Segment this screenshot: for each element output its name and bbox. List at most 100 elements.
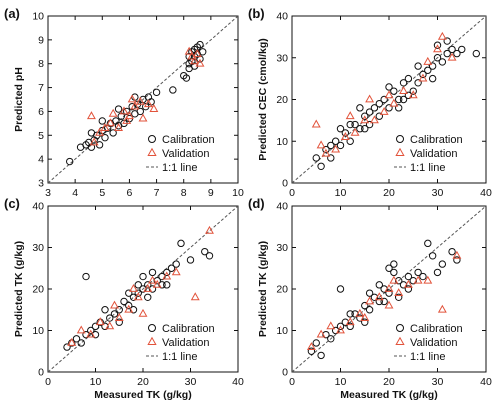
calibration-point — [87, 129, 96, 137]
validation-point — [95, 317, 105, 326]
validation-point — [316, 140, 326, 149]
validation-point — [389, 98, 399, 107]
legend-line-label: 1:1 line — [410, 162, 445, 174]
calibration-point — [375, 112, 383, 120]
legend-line-label: 1:1 line — [162, 162, 197, 174]
x-tick-label: 9 — [208, 187, 214, 199]
y-tick-label: 0 — [282, 367, 288, 379]
calibration-point — [404, 74, 413, 83]
calibration-point — [205, 252, 214, 260]
y-tick-label: 40 — [276, 11, 288, 23]
y-tick-label: 30 — [32, 242, 44, 254]
calibration-point — [186, 256, 195, 264]
calibration-point — [341, 129, 350, 137]
one-to-one-line — [47, 205, 239, 373]
calibration-point — [336, 285, 345, 293]
legend-calibration-label: Calibration — [162, 134, 215, 146]
calibration-point — [361, 125, 369, 133]
validation-point — [384, 300, 394, 309]
legend-validation-label: Validation — [410, 337, 458, 349]
calibration-point — [201, 247, 209, 256]
calibration-point — [375, 99, 383, 108]
y-tick-label: 8 — [38, 58, 44, 70]
calibration-point — [365, 108, 374, 116]
panel-label: (b) — [248, 6, 265, 21]
calibration-point — [172, 260, 180, 268]
y-tick-label: 30 — [276, 52, 288, 64]
plot-frame — [47, 15, 239, 184]
calibration-point — [365, 306, 374, 314]
validation-point — [130, 101, 140, 110]
y-tick-label: 40 — [32, 201, 44, 213]
calibration-point — [134, 281, 142, 289]
legend-validation-marker — [395, 336, 405, 346]
calibration-point — [365, 120, 374, 129]
y-axis-label: Predicted TK (g/kg) — [13, 241, 25, 337]
validation-point — [138, 308, 148, 317]
validation-point — [336, 325, 345, 334]
x-axis-label: Measured TK (g/kg) — [94, 389, 191, 400]
panel-b: 0 10 20 30 40 0 10 20 30 40 Calibration Validation 1… — [248, 6, 492, 199]
calibration-point — [404, 91, 413, 100]
legend-calibration-label: Calibration — [410, 134, 463, 146]
validation-point — [195, 58, 205, 67]
validation-point — [360, 115, 370, 124]
validation-point — [316, 329, 326, 338]
calibration-point — [346, 120, 354, 129]
calibration-point — [139, 285, 147, 293]
validation-point — [437, 304, 447, 313]
x-tick-label: 40 — [480, 376, 492, 388]
calibration-point — [148, 285, 157, 293]
legend-calibration-marker — [396, 324, 404, 332]
calibration-point — [331, 326, 340, 335]
calibration-point — [395, 277, 403, 285]
calibration-point — [351, 310, 359, 318]
x-tick-label: 20 — [383, 187, 395, 199]
calibration-point — [390, 87, 398, 95]
validation-point — [369, 115, 379, 124]
panel-label: (c) — [4, 196, 20, 211]
calibration-point — [148, 268, 157, 277]
calibration-point — [167, 264, 176, 272]
calibration-point — [158, 281, 166, 289]
validation-point — [394, 288, 404, 297]
validation-point — [418, 73, 428, 82]
calibration-point — [419, 272, 427, 281]
one-to-one-line — [291, 205, 487, 373]
calibration-point — [152, 88, 161, 97]
calibration-point — [419, 70, 427, 79]
calibration-point — [453, 49, 461, 58]
calibration-point — [129, 293, 138, 301]
x-tick-label: 30 — [432, 376, 444, 388]
calibration-point — [331, 137, 340, 145]
calibration-point — [110, 310, 119, 318]
validation-point — [105, 321, 115, 330]
validation-point — [379, 107, 389, 115]
panel-d: 0 10 20 30 40 0 10 20 30 40 Calibration Validation 1… — [248, 196, 492, 400]
validation-point — [114, 123, 124, 132]
validation-point — [149, 104, 159, 112]
x-tick-label: 20 — [383, 376, 395, 388]
validation-point — [384, 90, 394, 99]
calibration-point — [144, 281, 152, 289]
x-tick-label: 10 — [232, 187, 244, 199]
calibration-point — [404, 272, 413, 281]
calibration-point — [317, 351, 325, 360]
validation-point — [355, 308, 365, 317]
calibration-point — [336, 141, 345, 150]
calibration-point — [66, 157, 74, 166]
legend-calibration-marker — [148, 135, 156, 143]
validation-point — [148, 275, 157, 284]
calibration-point — [312, 339, 320, 347]
calibration-point — [390, 268, 398, 277]
x-tick-label: 5 — [99, 187, 105, 199]
legend-line-label: 1:1 line — [410, 351, 445, 363]
validation-point — [133, 292, 143, 301]
calibration-point — [101, 133, 109, 142]
y-tick-label: 20 — [32, 284, 44, 296]
x-tick-label: 4 — [72, 187, 78, 199]
calibration-point — [139, 272, 147, 281]
calibration-point — [414, 268, 422, 277]
calibration-point — [458, 45, 466, 54]
legend-validation-label: Validation — [410, 148, 458, 160]
